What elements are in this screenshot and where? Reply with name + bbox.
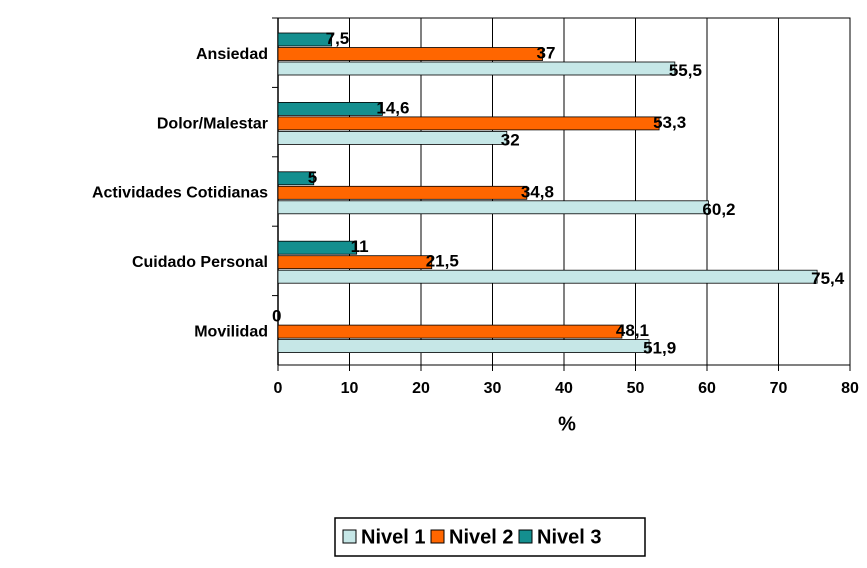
- bar: [277, 32, 333, 47]
- x-tick-label: 50: [627, 380, 645, 397]
- x-tick-label: 30: [484, 380, 502, 397]
- y-tick-label: Movilidad: [194, 324, 268, 341]
- data-label: 48,1: [616, 321, 649, 340]
- data-label: 0: [272, 307, 281, 326]
- data-label: 32: [501, 130, 520, 149]
- legend-swatch: [430, 529, 445, 544]
- x-tick-label: 0: [274, 380, 283, 397]
- bar: [277, 102, 383, 116]
- data-label: 11: [351, 237, 369, 256]
- bar: [277, 116, 660, 131]
- x-axis-label: %: [558, 413, 576, 435]
- y-tick-label: Cuidado Personal: [132, 254, 268, 271]
- x-tick-label: 80: [841, 380, 859, 397]
- x-tick-label: 40: [555, 380, 573, 397]
- legend-swatch: [518, 529, 533, 544]
- bar: [277, 324, 623, 339]
- data-label: 14,6: [376, 98, 409, 117]
- y-tick-label: Ansiedad: [196, 46, 268, 63]
- bar: [277, 339, 650, 354]
- data-label: 21,5: [426, 252, 459, 271]
- bar: [277, 171, 315, 186]
- y-tick-label: Dolor/Malestar: [157, 115, 268, 132]
- bar: [277, 61, 676, 76]
- x-tick-label: 10: [341, 380, 359, 397]
- x-tick-label: 20: [412, 380, 430, 397]
- legend-label: Nivel 2: [449, 526, 513, 548]
- legend-label: Nivel 3: [537, 526, 601, 548]
- data-label: 75,4: [811, 269, 845, 288]
- data-label: 51,9: [643, 339, 676, 358]
- bar: [277, 255, 433, 270]
- bar: [277, 240, 358, 255]
- y-tick-label: Actividades Cotidianas: [92, 185, 268, 202]
- data-label: 7,5: [326, 29, 350, 48]
- bar: [277, 130, 508, 145]
- data-label: 37: [537, 43, 556, 62]
- legend-box: [334, 517, 646, 557]
- bar: [277, 200, 709, 215]
- x-tick-label: 70: [770, 380, 788, 397]
- data-label: 55,5: [669, 61, 702, 80]
- data-label: 34,8: [521, 182, 554, 201]
- legend-label: Nivel 1: [361, 526, 425, 548]
- legend-swatch: [342, 529, 357, 544]
- bar: [277, 269, 818, 284]
- bar: [277, 47, 543, 61]
- bar: [277, 185, 528, 200]
- data-label: 53,3: [653, 113, 686, 132]
- data-label: 5: [308, 168, 317, 187]
- x-tick-label: 60: [698, 380, 716, 397]
- data-label: 60,2: [702, 200, 735, 219]
